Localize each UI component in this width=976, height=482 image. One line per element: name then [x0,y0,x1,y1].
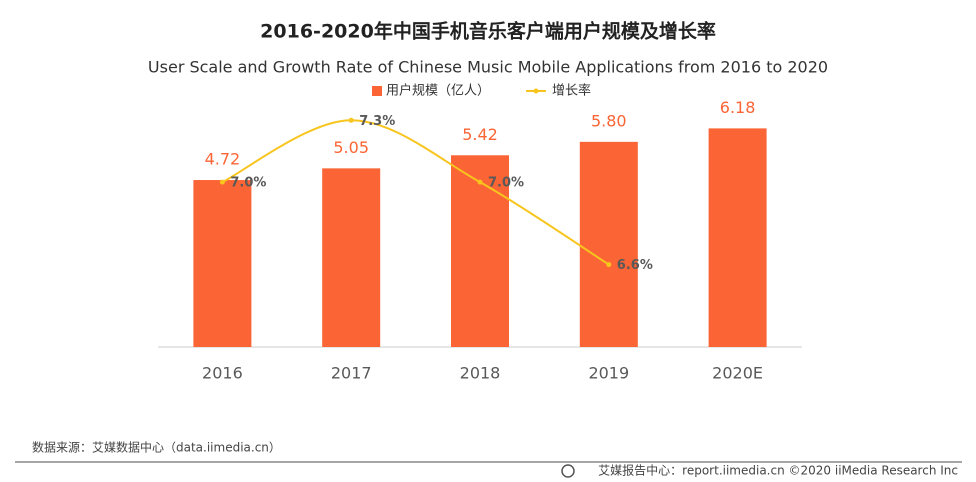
x-tick-label: 2020E [712,364,763,383]
legend-swatch [533,88,539,94]
x-tick-label: 2016 [202,364,243,383]
footer-icon [561,464,575,478]
line-value-label: 7.3% [359,114,395,129]
bar [579,141,638,347]
legend-swatch [372,86,382,96]
bar [322,168,381,347]
line-point [219,179,225,185]
bar-value-label: 5.80 [591,111,627,130]
growth-line [221,119,610,266]
bar [708,128,767,347]
footer-text: 艾媒报告中心：report.iimedia.cn ©2020 iiMedia R… [598,463,958,478]
chart-subtitle: User Scale and Growth Rate of Chinese Mu… [148,58,828,77]
bar-value-label: 6.18 [720,98,756,117]
bar [193,180,252,347]
line-value-label: 7.0% [230,176,266,191]
legend-label: 增长率 [552,83,591,99]
line-point [477,179,483,185]
bar-value-label: 5.42 [462,125,498,144]
line-value-label: 6.6% [617,258,653,273]
bar-value-label: 4.72 [205,150,241,169]
line-point [606,262,612,268]
chart-title: 2016-2020年中国手机音乐客户端用户规模及增长率 [260,20,716,43]
x-tick-label: 2017 [331,364,372,383]
bar [451,155,509,347]
bar-value-label: 5.05 [333,138,369,157]
x-tick-label: 2018 [460,364,501,383]
line-value-label: 7.0% [488,176,524,191]
x-tick-label: 2019 [588,364,629,383]
line-point [348,117,354,123]
source-note: 数据来源：艾媒数据中心（data.iimedia.cn） [32,440,281,455]
legend-label: 用户规模（亿人） [386,83,490,99]
